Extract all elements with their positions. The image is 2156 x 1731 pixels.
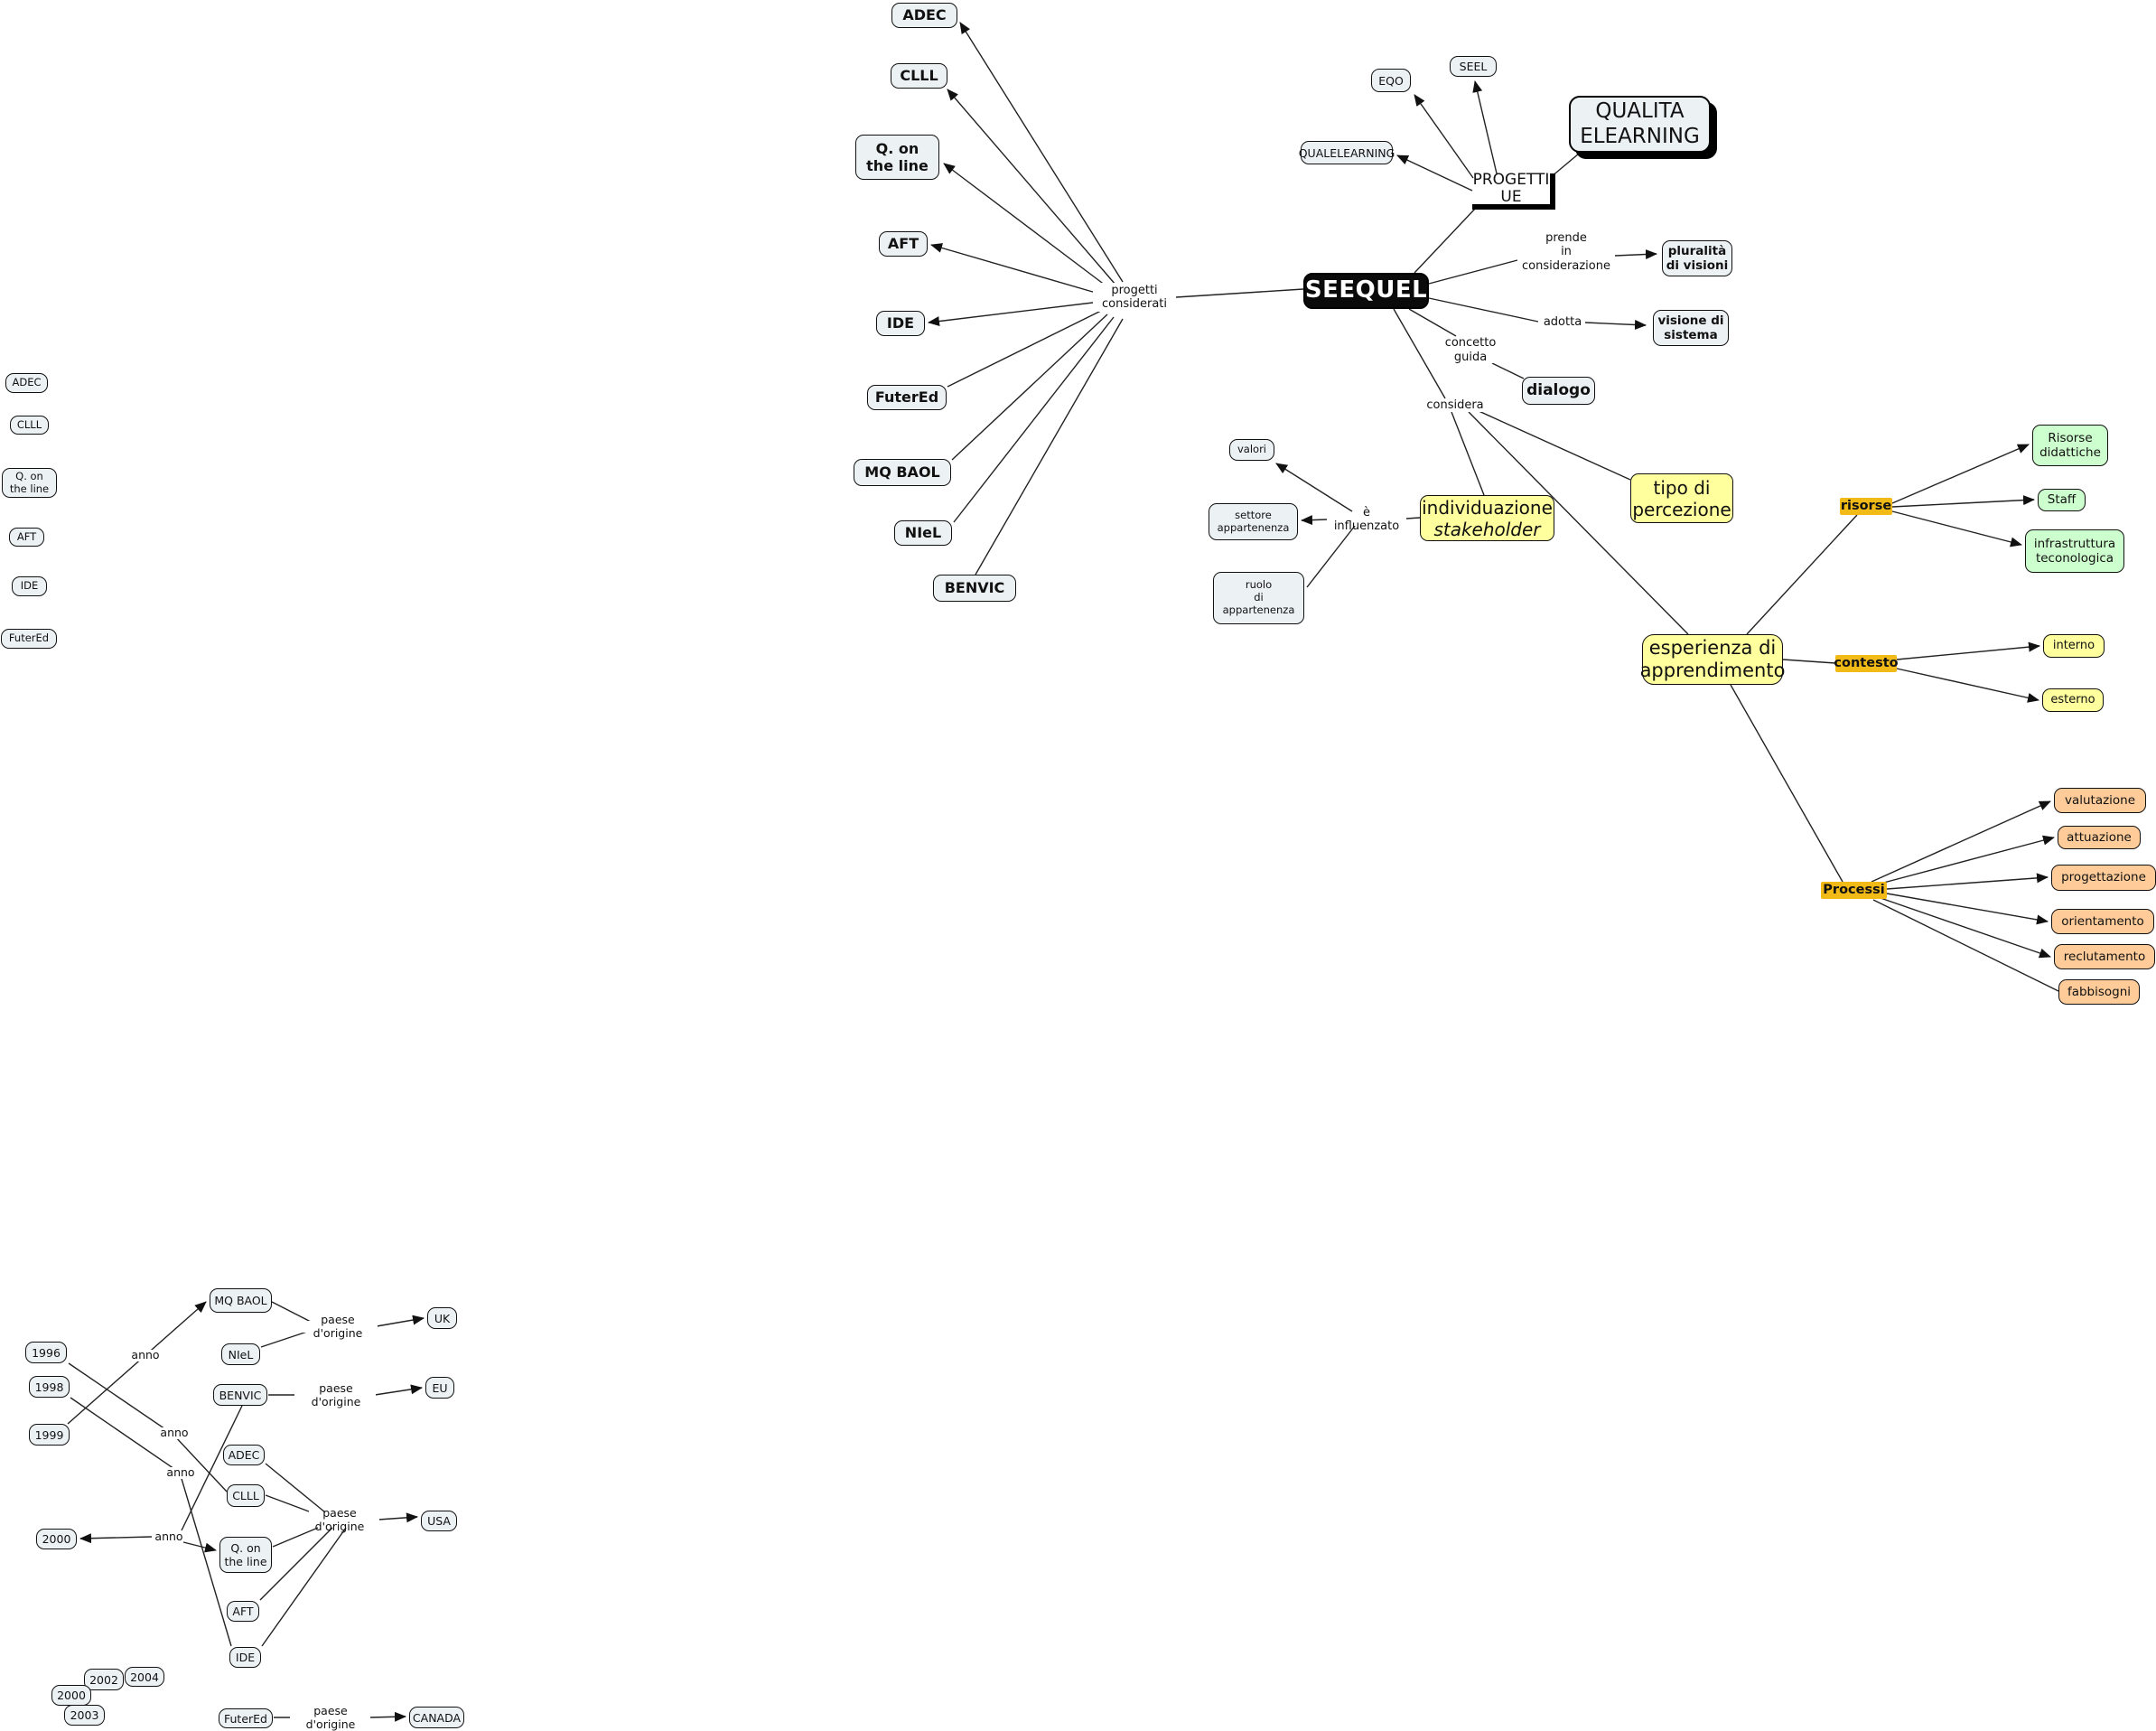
node-orientamento[interactable]: orientamento: [2051, 909, 2154, 934]
link-label-prende-in-considerazione[interactable]: prende in considerazione: [1517, 231, 1615, 273]
individuazione-line1: individuazione: [1422, 496, 1553, 519]
timeline-node-canada[interactable]: CANADA: [409, 1707, 464, 1728]
timeline-node-2000b[interactable]: 2000: [51, 1685, 91, 1706]
side-list-q-on-the-line[interactable]: Q. on the line: [2, 468, 57, 498]
node-project-ide[interactable]: IDE: [876, 311, 925, 336]
timeline-node-clll[interactable]: CLLL: [227, 1484, 265, 1507]
node-infrastruttura-teconologica[interactable]: infrastruttura teconologica: [2025, 529, 2124, 573]
link-label-processi[interactable]: Processi: [1821, 882, 1887, 899]
link-label-paese-1[interactable]: paese d'origine: [298, 1313, 378, 1339]
timeline-node-ide[interactable]: IDE: [229, 1647, 261, 1668]
edges-progetti-fan: [928, 22, 1304, 575]
link-label-paese-3[interactable]: paese d'origine: [300, 1506, 379, 1532]
node-tipo-di-percezione[interactable]: tipo di percezione: [1630, 473, 1733, 523]
node-project-aft[interactable]: AFT: [879, 231, 928, 257]
timeline-node-1999[interactable]: 1999: [29, 1424, 70, 1446]
timeline-node-adec[interactable]: ADEC: [223, 1445, 265, 1465]
edges-esperienza: [1730, 444, 2040, 883]
node-ruolo-di-appartenenza[interactable]: ruolo di appartenenza: [1213, 572, 1304, 624]
node-qualelearning[interactable]: QUALELEARNING: [1299, 141, 1395, 164]
node-valori[interactable]: valori: [1229, 439, 1274, 461]
node-settore-appartenenza[interactable]: settore appartenenza: [1209, 503, 1298, 540]
node-eqo[interactable]: EQO: [1371, 69, 1411, 92]
node-seequel[interactable]: SEEQUEL: [1303, 273, 1429, 309]
timeline-node-2003[interactable]: 2003: [64, 1705, 105, 1726]
link-label-paese-4[interactable]: paese d'origine: [291, 1704, 370, 1730]
link-label-adotta[interactable]: adotta: [1540, 315, 1585, 329]
node-project-clll[interactable]: CLLL: [891, 63, 947, 89]
timeline-node-2000[interactable]: 2000: [36, 1529, 77, 1549]
link-label-considera[interactable]: considera: [1426, 398, 1484, 413]
timeline-node-1996[interactable]: 1996: [25, 1342, 67, 1363]
side-list-ide[interactable]: IDE: [12, 576, 47, 596]
link-label-progetti-considerati[interactable]: progetti considerati: [1093, 283, 1176, 312]
node-staff[interactable]: Staff: [2038, 489, 2086, 511]
side-list-aft[interactable]: AFT: [9, 528, 44, 547]
node-project-mq-baol[interactable]: MQ BAOL: [854, 459, 951, 486]
node-esperienza-di-apprendimento[interactable]: esperienza di apprendimento: [1640, 634, 1785, 685]
node-fabbisogni[interactable]: fabbisogni: [2058, 979, 2140, 1005]
timeline-node-q-on-the-line[interactable]: Q. on the line: [219, 1537, 272, 1573]
node-esterno[interactable]: esterno: [2042, 688, 2104, 712]
node-project-adec[interactable]: ADEC: [891, 3, 957, 28]
node-project-futered[interactable]: FuterEd: [867, 385, 947, 410]
node-progetti-ue[interactable]: PROGETTI UE: [1472, 172, 1555, 210]
node-project-q-on-the-line[interactable]: Q. on the line: [855, 135, 939, 180]
side-list-adec[interactable]: ADEC: [5, 373, 48, 393]
link-label-concetto-guida[interactable]: concetto guida: [1444, 336, 1497, 364]
node-individuazione-stakeholder[interactable]: individuazione stakeholder: [1420, 495, 1554, 541]
node-visione-di-sistema[interactable]: visione di sistema: [1653, 310, 1729, 346]
node-risorse-didattiche[interactable]: Risorse didattiche: [2032, 425, 2108, 466]
link-label-anno-2[interactable]: anno: [160, 1426, 189, 1440]
timeline-node-2002[interactable]: 2002: [84, 1669, 124, 1690]
node-valutazione[interactable]: valutazione: [2054, 788, 2146, 813]
timeline-node-usa[interactable]: USA: [421, 1511, 457, 1531]
timeline-node-futered[interactable]: FuterEd: [219, 1708, 273, 1728]
link-label-anno-1[interactable]: anno: [131, 1348, 160, 1362]
link-label-contesto[interactable]: contesto: [1834, 655, 1899, 672]
node-progettazione[interactable]: progettazione: [2051, 865, 2156, 891]
timeline-node-aft[interactable]: AFT: [227, 1601, 259, 1622]
edges-seequel: [1393, 207, 1657, 399]
link-label-risorse[interactable]: risorse: [1840, 498, 1892, 515]
link-label-anno-4[interactable]: anno: [154, 1530, 183, 1544]
link-label-paese-2[interactable]: paese d'origine: [296, 1381, 376, 1408]
timeline-node-niel[interactable]: NIeL: [221, 1343, 260, 1365]
node-pluralita-di-visioni[interactable]: pluralità di visioni: [1662, 240, 1732, 276]
timeline-node-uk[interactable]: UK: [427, 1307, 457, 1329]
node-project-benvic[interactable]: BENVIC: [933, 575, 1016, 602]
edges-considera: [1451, 409, 1689, 635]
node-reclutamento[interactable]: reclutamento: [2054, 944, 2155, 969]
side-list-futered[interactable]: FuterEd: [1, 629, 57, 649]
edges-processi: [1871, 800, 2059, 992]
timeline-node-benvic[interactable]: BENVIC: [213, 1384, 267, 1406]
link-label-e-influenzato[interactable]: è influenzato: [1329, 506, 1405, 533]
node-dialogo[interactable]: dialogo: [1522, 377, 1595, 405]
timeline-node-mq-baol[interactable]: MQ BAOL: [210, 1288, 272, 1313]
link-label-anno-3[interactable]: anno: [166, 1465, 195, 1480]
node-qualita-elearning[interactable]: QUALITA ELEARNING: [1569, 96, 1711, 153]
node-interno[interactable]: interno: [2043, 634, 2105, 658]
side-list-clll[interactable]: CLLL: [10, 416, 49, 435]
node-attuazione[interactable]: attuazione: [2058, 826, 2141, 849]
node-seel[interactable]: SEEL: [1450, 56, 1497, 77]
individuazione-line2: stakeholder: [1433, 518, 1541, 540]
node-project-niel[interactable]: NIeL: [894, 520, 952, 546]
timeline-node-2004[interactable]: 2004: [125, 1667, 164, 1687]
timeline-node-1998[interactable]: 1998: [29, 1376, 70, 1398]
edges-stakeholder: [1275, 463, 1421, 588]
edges-progetti-ue: [1396, 80, 1580, 192]
timeline-node-eu[interactable]: EU: [425, 1377, 454, 1399]
